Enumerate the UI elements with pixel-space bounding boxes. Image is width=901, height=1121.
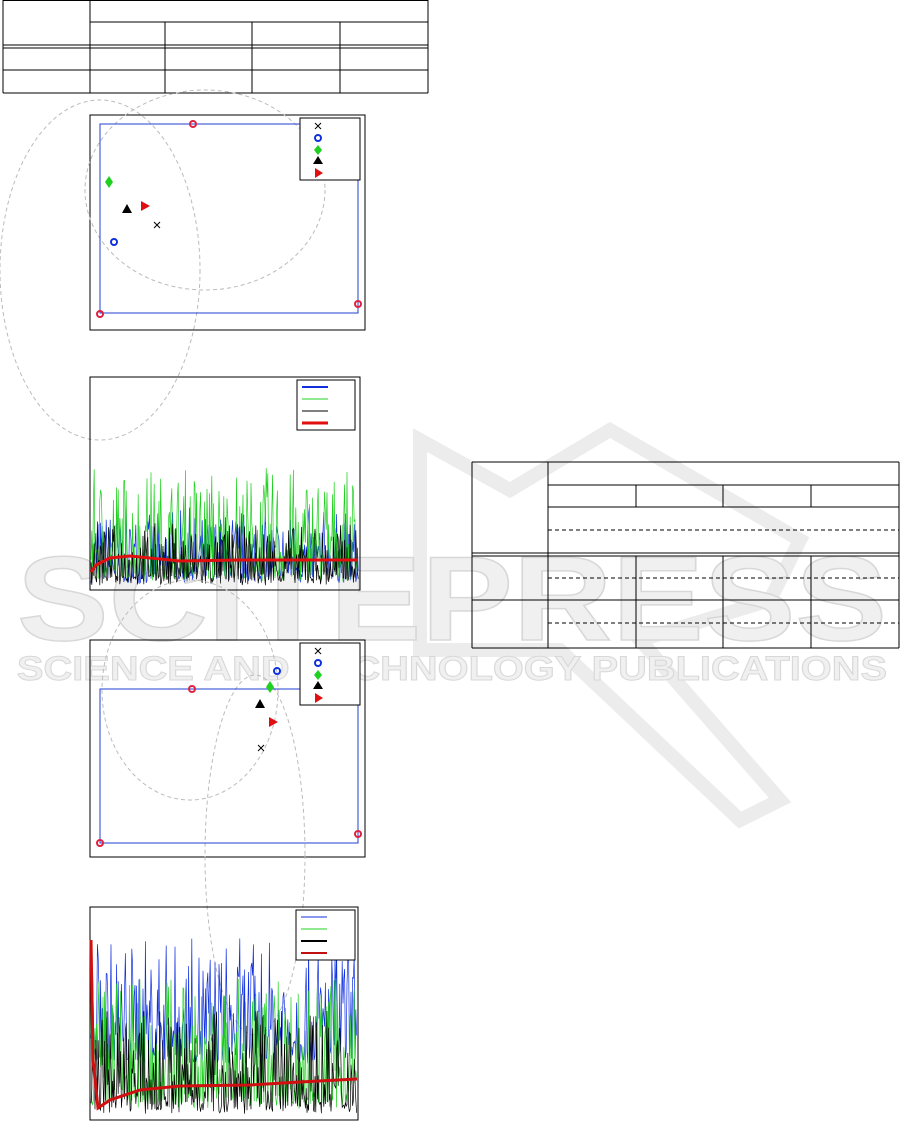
decoration: [313, 156, 323, 164]
decoration: [0, 99, 201, 441]
decoration: [105, 176, 113, 188]
decoration: [101, 579, 279, 801]
decoration: [96, 685, 362, 847]
decoration: [315, 693, 323, 703]
decoration: [273, 667, 281, 675]
mean-line: [89, 554, 358, 573]
decoration: [204, 674, 306, 1036]
decoration: [153, 221, 161, 229]
table-1: [2, 0, 429, 94]
decoration: [96, 120, 362, 318]
watermark: SCITEPRESS SCIENCE AND TECHNOLOGY PUBLIC…: [16, 421, 888, 829]
decoration: [99, 688, 359, 844]
decoration: [314, 145, 322, 155]
decoration: [89, 938, 358, 1114]
decoration: [89, 114, 366, 331]
decoration: [299, 117, 361, 181]
decoration: [314, 134, 322, 142]
decoration: [354, 300, 362, 308]
decoration: [315, 168, 323, 178]
decoration: [89, 376, 361, 591]
decoration: [257, 744, 265, 752]
decoration: [189, 120, 197, 128]
decoration: [188, 685, 196, 693]
decoration: [295, 909, 356, 961]
decoration: [255, 699, 265, 708]
plot-4: [89, 906, 359, 1121]
table-2: [471, 461, 900, 649]
decoration: [266, 681, 274, 693]
noise-line: [90, 1010, 357, 1114]
decoration: [96, 839, 104, 847]
decoration: [96, 310, 104, 318]
decoration: [314, 659, 322, 667]
decoration: [84, 89, 326, 291]
mean-line: [89, 939, 358, 1111]
decoration: [299, 642, 361, 706]
noise-line: [90, 938, 357, 1064]
decoration: [0, 89, 326, 441]
decoration: [313, 681, 323, 689]
watermark-subtitle: SCIENCE AND TECHNOLOGY PUBLICATIONS: [17, 650, 887, 688]
decoration: [101, 579, 306, 1036]
decoration: [141, 201, 150, 211]
decoration: [89, 639, 366, 858]
decoration: [314, 647, 322, 655]
decoration: [314, 122, 322, 130]
decoration: [99, 123, 359, 314]
plot-1: [0, 89, 366, 441]
plot-3: [89, 579, 366, 1036]
decoration: [122, 204, 132, 213]
decoration: [89, 906, 359, 1121]
decoration: [110, 238, 118, 246]
decoration: [269, 717, 278, 727]
decoration: [314, 670, 322, 680]
noise-line: [90, 521, 359, 586]
plot-2: [89, 376, 361, 591]
decoration: [354, 830, 362, 838]
watermark-shape: [413, 421, 810, 829]
decoration: [89, 468, 359, 586]
